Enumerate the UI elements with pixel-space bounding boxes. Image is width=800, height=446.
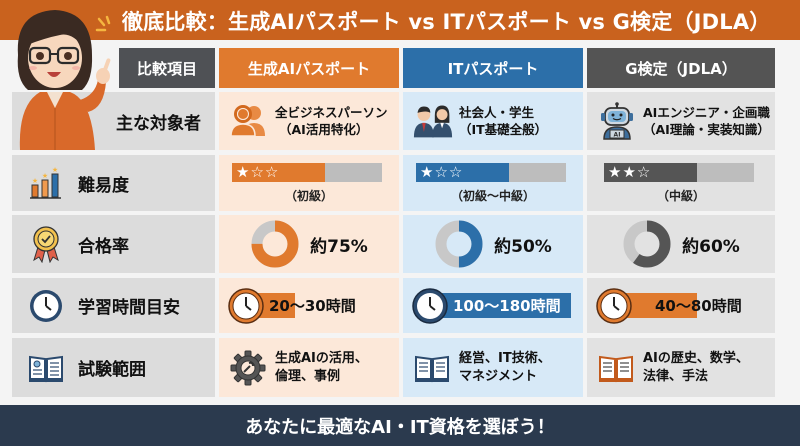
pass-rate-donut: [251, 220, 299, 268]
target-g-kentei: AI AIエンジニア・企画職 （AI理論・実装知識）: [587, 92, 775, 150]
target-line-2: （AI理論・実装知識）: [643, 122, 770, 137]
robot-icon: AI: [597, 101, 637, 141]
gear-wrench-icon: [229, 349, 267, 387]
header-comparison-item: 比較項目: [119, 48, 215, 88]
header-label: 比較項目: [136, 59, 197, 78]
difficulty-g-kentei: ★★☆ （中級）: [587, 155, 775, 211]
people-icon: [229, 101, 269, 141]
award-medal-icon: [28, 226, 64, 263]
study-time-value: 100〜180時間: [453, 297, 561, 315]
emphasis-lines-icon: [95, 15, 111, 32]
scope-generative-ai-passport: 生成AIの活用、 倫理、事例: [219, 338, 399, 397]
target-line-1: 社会人・学生: [459, 105, 535, 120]
column-title: 生成AIパスポート: [247, 59, 371, 78]
page-title: 徹底比較：生成AIパスポート vs ITパスポート vs G検定（JDLA）: [122, 10, 771, 34]
header-it-passport: ITパスポート: [403, 48, 583, 88]
clock-icon: [412, 287, 448, 324]
difficulty-bar: ★☆☆: [416, 162, 566, 182]
study-time-it-passport: 100〜180時間: [403, 278, 583, 333]
clock-icon: [28, 288, 64, 324]
scope-line-1: 経営、IT技術、: [459, 350, 551, 366]
target-generative-ai-passport: 全ビジネスパーソン （AI活用特化）: [219, 92, 399, 150]
row-label-pass-rate: 合格率: [12, 215, 215, 273]
difficulty-level: （初級〜中級）: [450, 188, 535, 203]
difficulty-bar: ★★☆: [604, 162, 754, 182]
scope-g-kentei: AIの歴史、数学、 法律、手法: [587, 338, 775, 397]
difficulty-level: （中級）: [656, 188, 705, 203]
business-people-icon: [413, 101, 453, 141]
open-book-icon: [597, 349, 635, 387]
difficulty-level: （初級）: [284, 188, 333, 203]
difficulty-it-passport: ★☆☆ （初級〜中級）: [403, 155, 583, 211]
column-title: G検定（JDLA）: [625, 59, 737, 78]
scope-line-1: AIの歴史、数学、: [643, 350, 749, 366]
footer-text: あなたに最適なAI・IT資格を選ぼう！: [245, 416, 555, 438]
study-time-bar: 100〜180時間: [441, 293, 571, 318]
svg-text:★: ★: [42, 172, 48, 180]
difficulty-stars: ★☆☆: [420, 162, 464, 181]
scope-line-2: 法律、手法: [643, 368, 709, 384]
row-label: 合格率: [78, 236, 129, 257]
pass-rate-value: 約60%: [682, 236, 740, 257]
pass-rate-generative-ai-passport: 約75%: [219, 215, 399, 273]
column-title: ITパスポート: [447, 59, 539, 78]
svg-text:AI: AI: [614, 132, 621, 139]
target-it-passport: 社会人・学生 （IT基礎全般）: [403, 92, 583, 150]
study-time-bar: 20〜30時間: [257, 293, 356, 318]
bar-chart-stars-icon: ★ ★ ★: [28, 165, 64, 201]
row-label: 難易度: [78, 175, 129, 196]
target-line-1: AIエンジニア・企画職: [643, 105, 770, 120]
pass-rate-donut: [435, 220, 483, 268]
row-label: 主な対象者: [116, 113, 201, 134]
row-label: 試験範囲: [78, 360, 146, 380]
open-book-icon: [28, 350, 64, 386]
study-time-value: 20〜30時間: [269, 297, 356, 315]
study-time-bar: 40〜80時間: [625, 293, 742, 318]
study-time-g-kentei: 40〜80時間: [587, 278, 775, 333]
difficulty-bar: ★☆☆: [232, 162, 382, 182]
study-time-generative-ai-passport: 20〜30時間: [219, 278, 399, 333]
target-line-1: 全ビジネスパーソン: [275, 105, 388, 120]
title-bar: 徹底比較：生成AIパスポート vs ITパスポート vs G検定（JDLA）: [0, 0, 800, 40]
clock-icon: [596, 287, 632, 324]
footer-banner: あなたに最適なAI・IT資格を選ぼう！: [0, 405, 800, 446]
difficulty-stars: ★☆☆: [236, 162, 280, 181]
pass-rate-it-passport: 約50%: [403, 215, 583, 273]
target-line-2: （IT基礎全般）: [459, 122, 548, 137]
header-generative-ai-passport: 生成AIパスポート: [219, 48, 399, 88]
difficulty-stars: ★★☆: [608, 162, 652, 181]
study-time-value: 40〜80時間: [655, 297, 742, 315]
open-book-icon: [413, 349, 451, 387]
header-g-kentei: G検定（JDLA）: [587, 48, 775, 88]
clock-icon: [228, 287, 264, 324]
difficulty-generative-ai-passport: ★☆☆ （初級）: [219, 155, 399, 211]
row-label-exam-scope: 試験範囲: [12, 338, 215, 397]
presenter-character-illustration: [17, 10, 111, 150]
row-label: 学習時間目安: [78, 298, 180, 318]
row-label-study-time: 学習時間目安: [12, 278, 215, 333]
scope-line-1: 生成AIの活用、: [275, 350, 368, 366]
scope-line-2: マネジメント: [459, 368, 538, 384]
row-label-difficulty: ★ ★ ★ 難易度: [12, 155, 215, 211]
pass-rate-donut: [623, 220, 671, 268]
scope-it-passport: 経営、IT技術、 マネジメント: [403, 338, 583, 397]
pass-rate-value: 約75%: [310, 236, 368, 257]
svg-text:★: ★: [32, 177, 38, 185]
scope-line-2: 倫理、事例: [275, 368, 341, 384]
pass-rate-value: 約50%: [494, 236, 552, 257]
pass-rate-g-kentei: 約60%: [587, 215, 775, 273]
svg-text:★: ★: [52, 166, 58, 174]
target-line-2: （AI活用特化）: [279, 122, 369, 137]
